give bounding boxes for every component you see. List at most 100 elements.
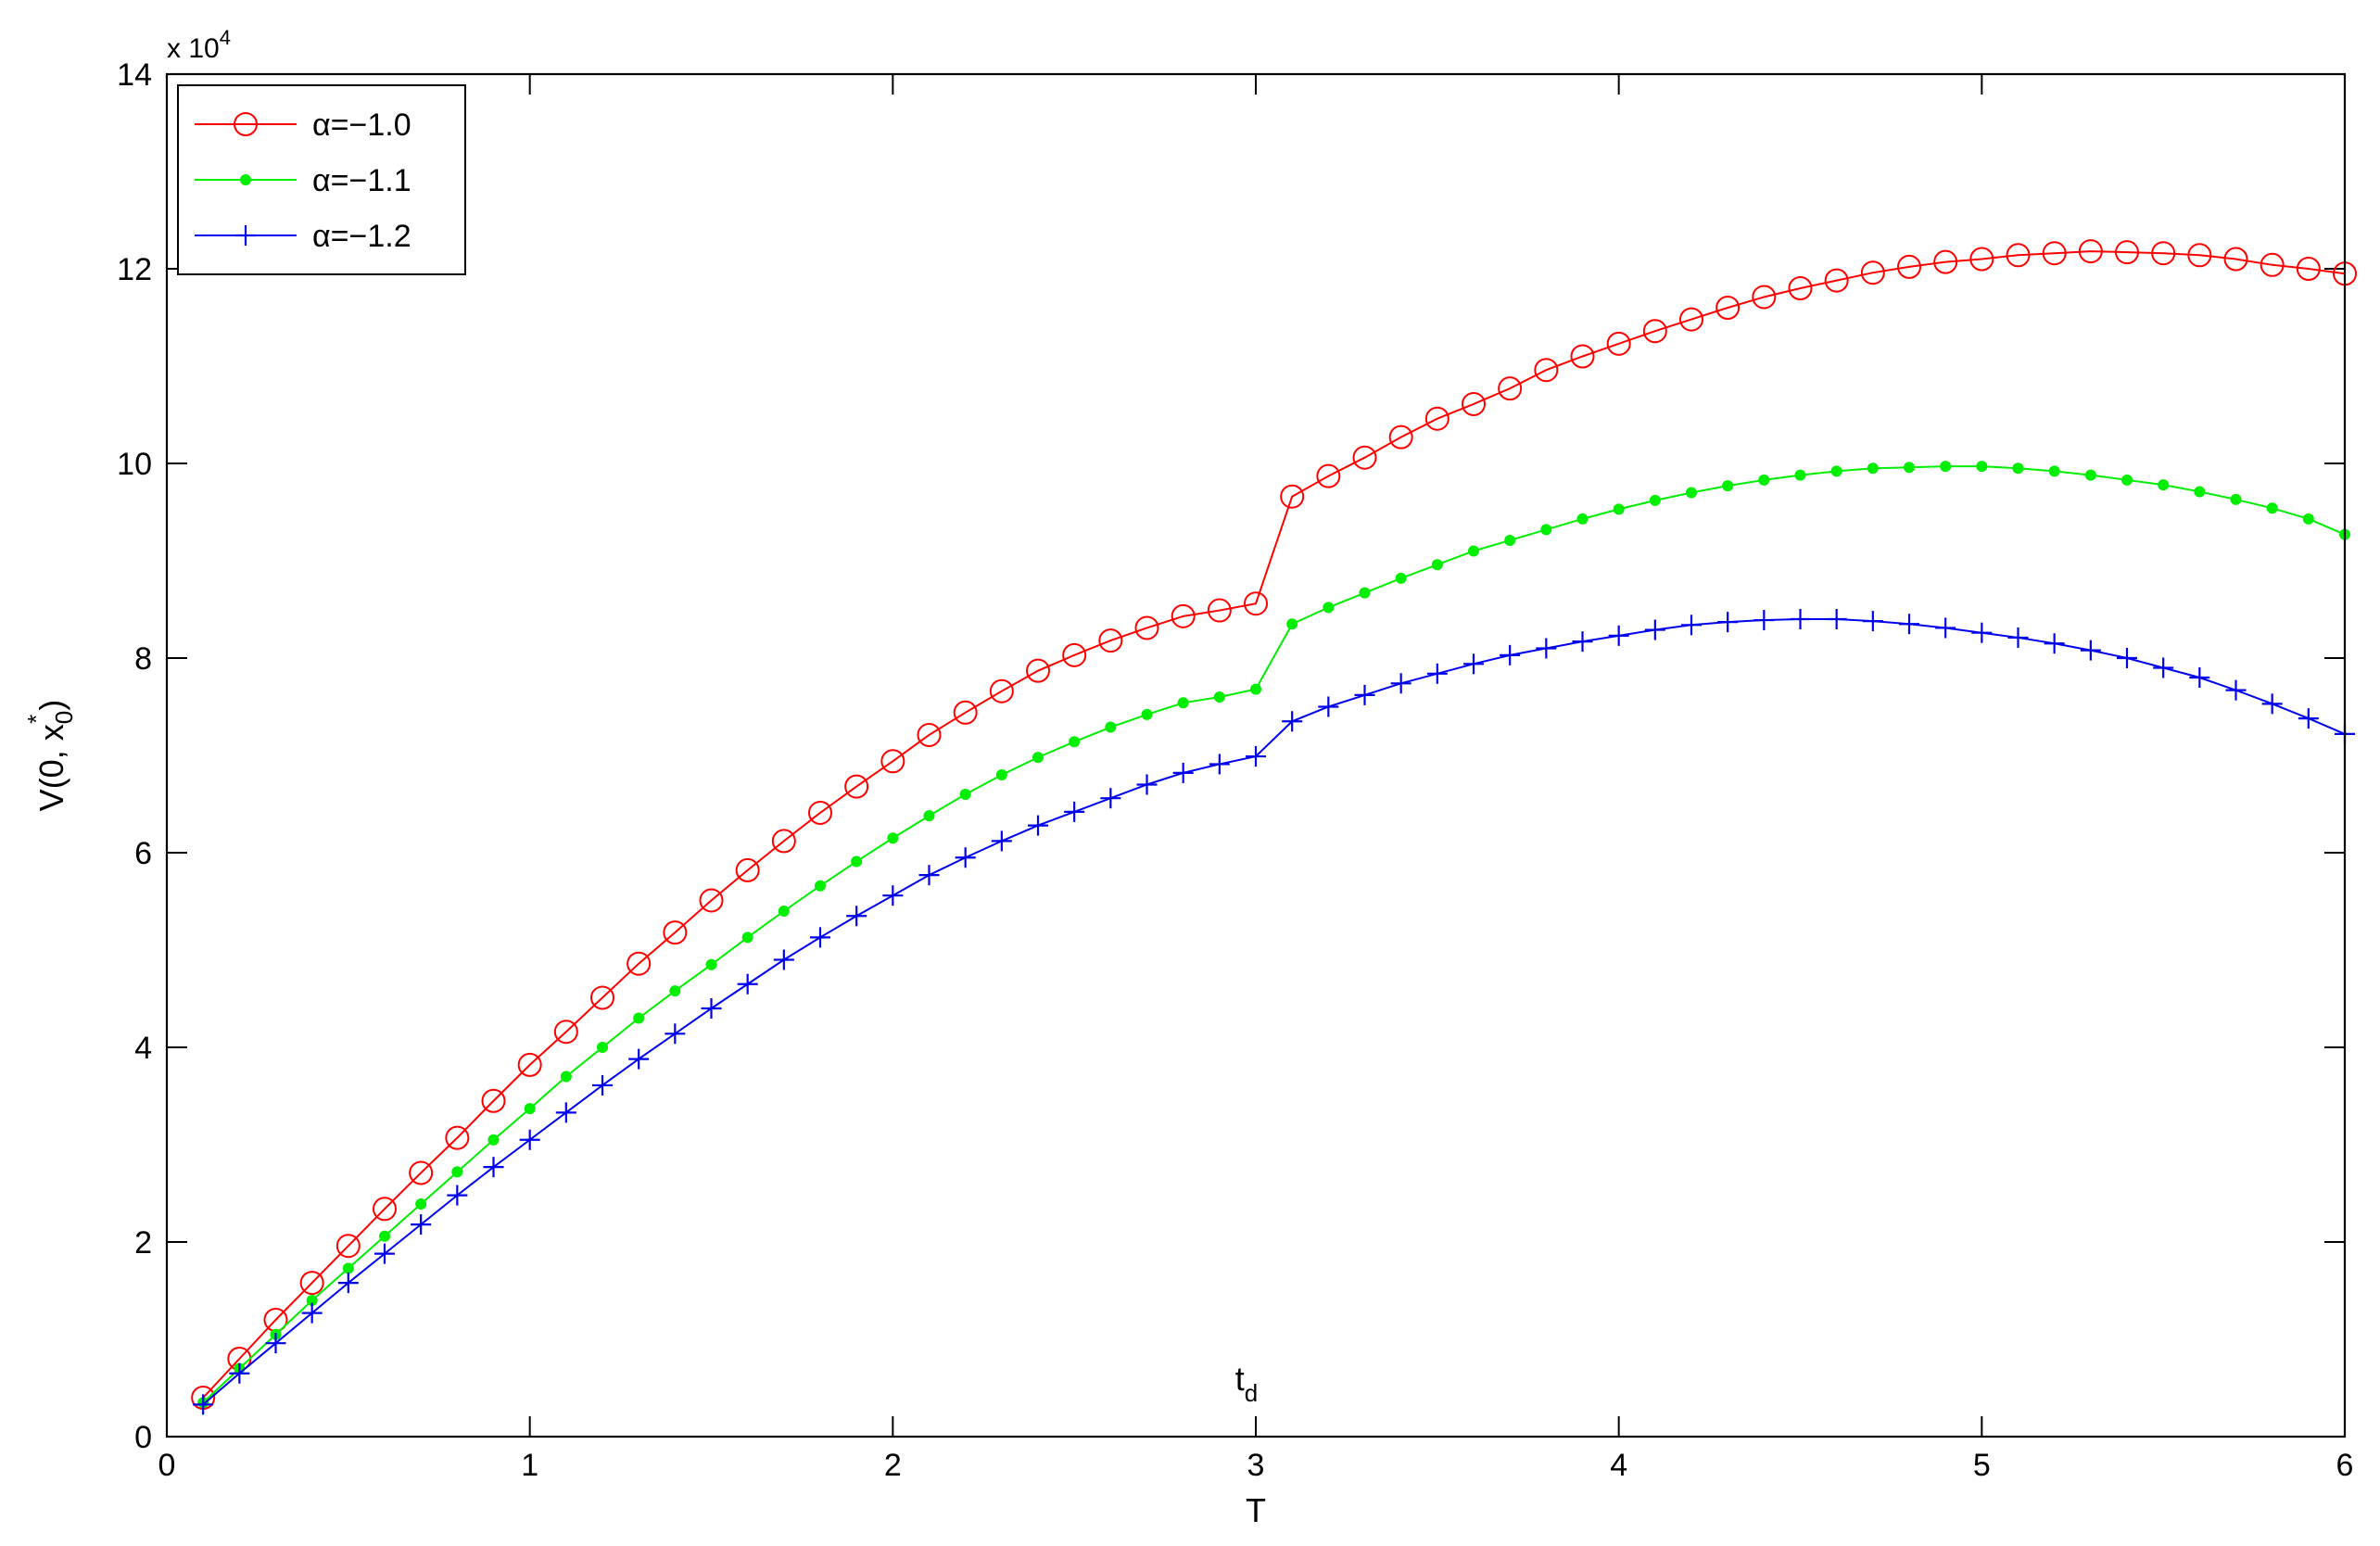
y-axis-label: V(0, x0*) (22, 700, 78, 812)
data-point (265, 1333, 286, 1354)
data-point (555, 1102, 576, 1123)
data-point (2225, 679, 2247, 701)
data-point (2187, 243, 2212, 268)
data-point (229, 1362, 250, 1384)
data-point (2260, 252, 2285, 277)
data-point (451, 1166, 463, 1178)
data-point (1105, 721, 1117, 733)
data-point (1897, 254, 1921, 279)
data-point (1388, 425, 1413, 450)
data-point (633, 1012, 645, 1024)
data-point (705, 958, 717, 970)
data-point (1976, 461, 1988, 473)
data-point (2151, 241, 2176, 266)
data-point (1606, 331, 1631, 356)
data-point (953, 700, 978, 725)
data-point (1576, 513, 1589, 525)
data-point (955, 847, 976, 868)
data-point (1899, 614, 1919, 635)
data-point (851, 855, 863, 868)
data-point (1904, 462, 1915, 474)
data-point (1644, 619, 1665, 640)
data-point (628, 1048, 650, 1070)
data-point (553, 1020, 578, 1045)
legend: α=−1.0 α=−1.1 α=−1.2 (177, 84, 466, 275)
data-point (1062, 642, 1087, 667)
data-point (735, 857, 760, 882)
data-point (1830, 465, 1842, 477)
data-point (379, 1230, 390, 1242)
data-point (342, 1262, 354, 1274)
data-point (481, 1088, 506, 1113)
y-tick-label: 6 (134, 836, 152, 871)
data-point (1134, 615, 1159, 640)
data-point (560, 1071, 572, 1083)
data-point (1715, 296, 1741, 320)
data-point (1171, 603, 1196, 628)
data-point (524, 1103, 536, 1115)
series-layer (191, 239, 2357, 1415)
data-point (1642, 319, 1667, 344)
data-point (808, 800, 832, 825)
data-point (2121, 474, 2133, 486)
x-axis-label: T (1246, 1491, 1266, 1529)
data-point (699, 888, 724, 913)
legend-marker (234, 112, 258, 136)
x-tick-label: 2 (884, 1448, 902, 1483)
axes-frame (165, 72, 2347, 1438)
legend-item: α=−1.0 (195, 108, 411, 143)
data-point (2007, 627, 2029, 648)
data-point (1862, 611, 1883, 632)
data-point (2084, 469, 2096, 481)
y-tick-label: 8 (134, 641, 152, 677)
data-point (1026, 658, 1050, 683)
data-point (1753, 610, 1775, 631)
x-tick-label: 1 (521, 1448, 538, 1483)
data-point (1250, 683, 1261, 695)
data-point (1536, 638, 1557, 659)
data-point (1280, 484, 1305, 509)
legend-marker (235, 225, 256, 246)
data-point (1826, 609, 1847, 629)
data-point (844, 774, 869, 799)
data-point (517, 1052, 542, 1077)
data-point (882, 885, 904, 906)
data-point (1794, 469, 1806, 481)
x-tick-label: 4 (1610, 1448, 1627, 1483)
data-point (337, 1273, 359, 1294)
data-point (301, 1302, 323, 1324)
data-point (2080, 640, 2101, 661)
x-tick-label: 5 (1973, 1448, 1991, 1483)
data-point (2296, 257, 2321, 281)
data-point (1613, 503, 1625, 515)
data-point (1352, 445, 1377, 470)
annotation-td: td (1235, 1360, 1258, 1407)
data-point (810, 927, 830, 948)
data-point (1935, 617, 1956, 639)
data-point (1860, 260, 1885, 285)
data-point (445, 1125, 470, 1150)
data-point (2044, 633, 2065, 654)
data-point (2115, 240, 2139, 265)
data-point (2048, 465, 2060, 477)
data-point (597, 1042, 608, 1053)
data-point (1390, 673, 1412, 694)
data-point (1100, 788, 1121, 809)
data-point (663, 920, 688, 945)
y-tick-label: 2 (134, 1225, 152, 1261)
data-point (2266, 502, 2278, 514)
data-point (1540, 524, 1552, 536)
x-tick-label: 0 (158, 1448, 176, 1483)
data-point (2117, 648, 2137, 668)
data-point (2153, 657, 2174, 678)
legend-marker (240, 174, 251, 185)
data-point (2042, 241, 2067, 266)
data-point (1354, 684, 1375, 705)
data-point (409, 1160, 434, 1185)
data-point (778, 906, 790, 917)
data-point (590, 985, 614, 1010)
data-point (519, 1129, 540, 1150)
